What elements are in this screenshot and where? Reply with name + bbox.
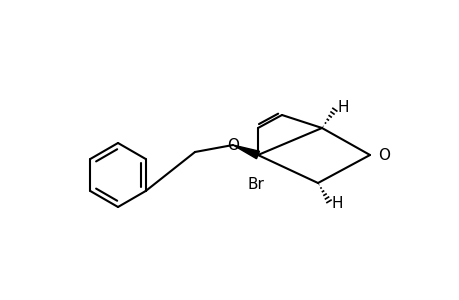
Text: H: H [336,100,348,116]
Text: O: O [377,148,389,163]
Polygon shape [233,145,259,159]
Text: H: H [330,196,342,211]
Text: Br: Br [247,177,264,192]
Text: O: O [226,137,239,152]
